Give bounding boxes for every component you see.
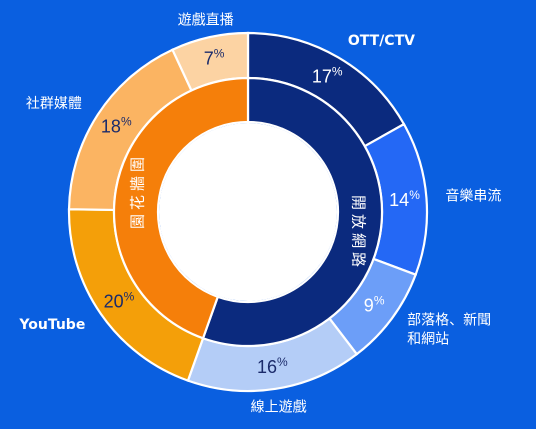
inner-label-char: 開 xyxy=(349,195,367,210)
category-label-ott-ctv: OTT/CTV xyxy=(348,33,415,49)
inner-label-char: 放 xyxy=(349,214,367,229)
category-label-item-3: 線上遊戲 xyxy=(251,400,307,416)
inner-label-char: 圍 xyxy=(129,157,147,172)
outer-value-label-item-3: 16% xyxy=(257,355,288,377)
category-label-youtube: YouTube xyxy=(18,317,85,333)
inner-slice-walled-garden xyxy=(112,76,250,340)
outer-value-label-item-1: 14% xyxy=(389,188,420,210)
category-label-item-5: 社群媒體 xyxy=(26,96,82,112)
inner-label-char: 園 xyxy=(129,214,147,229)
category-label-item-1: 音樂串流 xyxy=(445,188,501,205)
donut-hole xyxy=(159,123,337,301)
outer-value-label-item-6: 7% xyxy=(204,47,225,69)
inner-label-char: 花 xyxy=(129,195,147,210)
outer-value-label-youtube: 20% xyxy=(104,289,135,311)
outer-value-label-item-5: 18% xyxy=(101,115,132,137)
category-label-item-6: 遊戲直播 xyxy=(178,12,234,29)
outer-value-label-item-2: 9% xyxy=(364,293,385,315)
category-label-item-2: 部落格、新聞和網站 xyxy=(407,312,491,347)
inner-slice-open-web xyxy=(201,76,384,348)
inner-label-char: 路 xyxy=(349,252,367,267)
inner-label-char: 網 xyxy=(349,233,367,248)
inner-label-char: 牆 xyxy=(129,176,147,191)
outer-value-label-ott-ctv: 17% xyxy=(312,64,343,86)
